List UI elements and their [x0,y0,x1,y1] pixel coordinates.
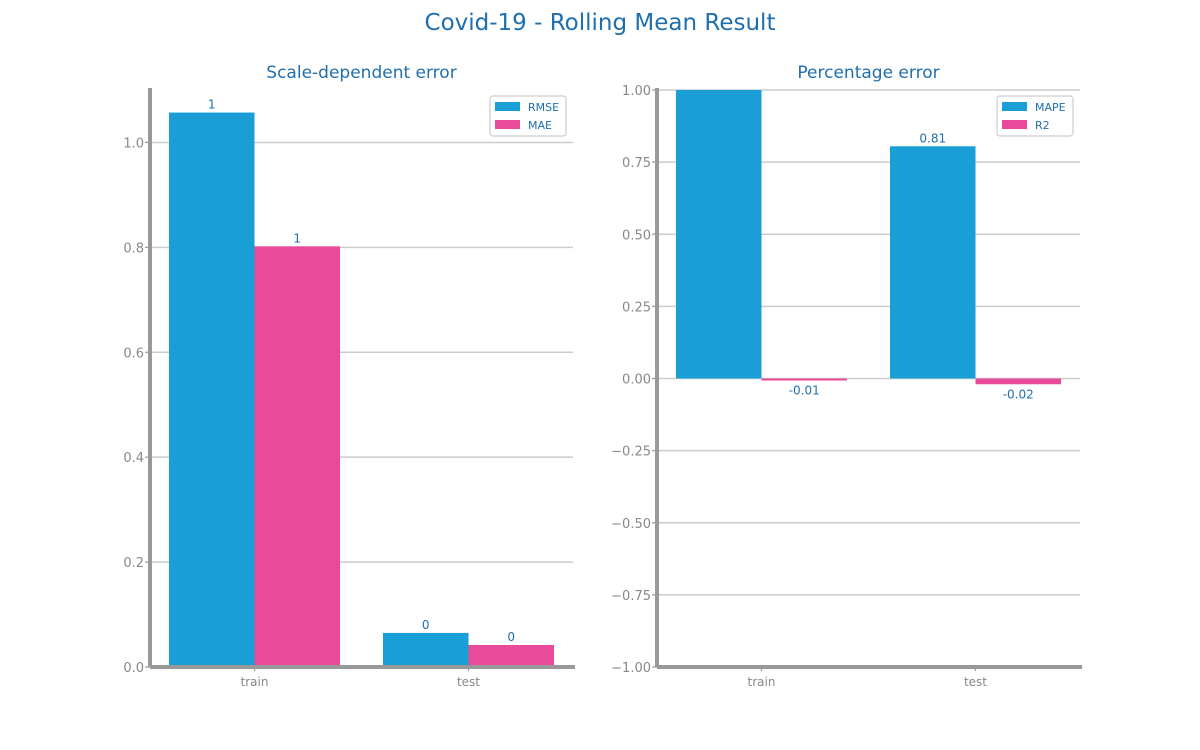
data-label: 0.81 [919,131,946,145]
bar-rmse-test [383,632,469,667]
y-tick-label: 0.2 [123,556,144,571]
legend-swatch [1002,120,1027,129]
y-tick-label: 0.25 [622,300,651,315]
legend-label: R2 [1035,119,1050,132]
y-tick-label: −0.75 [611,589,651,604]
bar-r2-train [761,378,847,381]
data-label: -0.01 [789,384,820,398]
y-tick-label: 1.00 [622,84,651,99]
subplot-title: Scale-dependent error [266,63,456,83]
y-tick-label: 0.75 [622,156,651,171]
y-tick-label: 0.6 [123,346,144,361]
y-tick-label: −1.00 [611,661,651,676]
legend-swatch [495,102,520,111]
data-label: 0 [507,630,515,644]
bar-mape-train [676,90,762,379]
data-label: 1 [293,231,301,245]
x-tick-label: test [964,675,987,689]
subplot-title: Percentage error [797,63,939,83]
x-tick-label: test [457,675,480,689]
bar-r2-test [975,378,1061,385]
y-tick-label: 0.4 [123,451,144,466]
y-tick-label: −0.25 [611,445,651,460]
bar-mae-train [254,246,340,667]
x-tick-label: train [748,675,776,689]
y-tick-label: 0.50 [622,228,651,243]
bar-mape-test [890,146,976,379]
data-label: 0 [422,618,430,632]
x-tick-label: train [241,675,269,689]
y-tick-label: 0.00 [622,373,651,388]
legend-label: MAPE [1035,101,1066,114]
data-label: -0.02 [1003,387,1034,401]
legend-swatch [1002,102,1027,111]
data-label: 1 [208,98,216,112]
y-tick-label: 1.0 [123,136,144,151]
legend-label: MAE [528,119,552,132]
figure-title: Covid-19 - Rolling Mean Result [424,10,776,36]
bar-rmse-train [169,112,255,667]
legend-label: RMSE [528,101,559,114]
y-tick-label: −0.50 [611,517,651,532]
legend-swatch [495,120,520,129]
y-tick-label: 0.8 [123,241,144,256]
bar-mae-test [468,644,554,667]
y-tick-label: 0.0 [123,661,144,676]
